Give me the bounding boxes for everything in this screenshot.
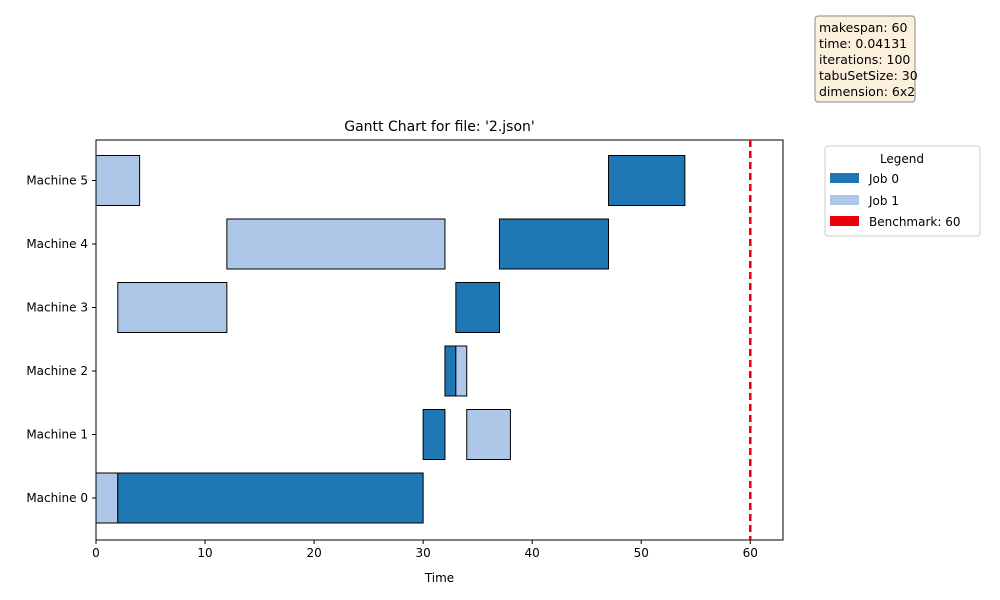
task-bar-machine-3-job-0: [455, 282, 500, 333]
legend: Legend Job 0 Job 1 Benchmark: 60: [824, 145, 981, 237]
info-time: time: 0.04131: [819, 36, 907, 51]
legend-label-benchmark: Benchmark: 60: [869, 215, 960, 229]
chart-title: Gantt Chart for file: '2.json': [344, 119, 535, 135]
info-box: makespan: 60 time: 0.04131 iterations: 1…: [814, 15, 918, 103]
y-axis: Machine 0 Machine 1 Machine 2 Machine 3 Mach…: [26, 174, 96, 505]
legend-swatch-benchmark: [830, 216, 859, 226]
y-tick-label-machine-0: Machine 0: [26, 491, 88, 505]
legend-label-job-0: Job 0: [868, 172, 899, 186]
task-bar-machine-4-job-0: [498, 218, 610, 270]
x-tick-label: 30: [416, 546, 431, 560]
task-bar-machine-1-job-1: [466, 409, 511, 460]
x-tick-label: 0: [92, 546, 100, 560]
task-bar-machine-0-job-0: [117, 472, 424, 524]
y-tick-label-machine-4: Machine 4: [26, 237, 88, 251]
legend-label-job-1: Job 1: [868, 194, 899, 208]
x-tick-label: 10: [197, 546, 212, 560]
y-tick-label-machine-5: Machine 5: [26, 174, 88, 188]
y-tick-label-machine-3: Machine 3: [26, 301, 88, 315]
task-bar-machine-0-job-1: [95, 472, 119, 524]
x-axis: 0 10 20 30 40 50 60: [92, 540, 758, 560]
info-box-background: [814, 15, 916, 103]
task-bar-machine-5-job-0: [608, 155, 686, 206]
y-tick-label-machine-2: Machine 2: [26, 364, 88, 378]
y-tick-label-machine-1: Machine 1: [26, 428, 88, 442]
x-axis-label: Time: [424, 571, 454, 585]
task-bar-machine-3-job-1: [117, 282, 228, 333]
info-iterations: iterations: 100: [819, 52, 910, 67]
task-bar-machine-4-job-1: [226, 218, 446, 270]
task-bar-machine-2-job-1: [455, 345, 468, 397]
info-tabu-set-size: tabuSetSize: 30: [819, 68, 918, 83]
legend-frame: [824, 145, 981, 237]
x-tick-label: 50: [634, 546, 649, 560]
info-makespan: makespan: 60: [819, 20, 907, 35]
x-tick-label: 60: [743, 546, 758, 560]
x-tick-label: 40: [525, 546, 540, 560]
legend-swatch-job-0: [830, 173, 859, 183]
task-bar-machine-2-job-0: [444, 345, 457, 397]
plot-area: [95, 139, 784, 541]
task-bar-machine-5-job-1: [95, 155, 141, 206]
info-dimension: dimension: 6x2: [819, 84, 915, 99]
task-bar-machine-1-job-0: [422, 409, 446, 460]
legend-swatch-job-1: [830, 195, 859, 205]
task-bars: [95, 155, 686, 524]
legend-title: Legend: [880, 152, 924, 166]
x-tick-label: 20: [306, 546, 321, 560]
